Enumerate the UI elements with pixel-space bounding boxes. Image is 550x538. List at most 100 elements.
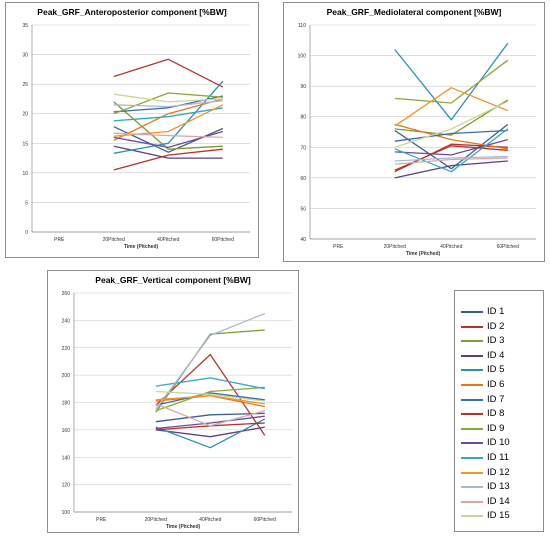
legend-item: ID 8 — [461, 407, 543, 421]
series-line-id-1 — [155, 412, 265, 423]
y-tick-label: 5 — [25, 200, 28, 206]
legend-swatch — [461, 354, 483, 357]
series-line-id-9 — [113, 92, 223, 115]
x-tick-label: 20Pitched — [103, 237, 125, 243]
series-line-id-15 — [155, 390, 265, 402]
x-tick-label: 60Pitched — [212, 237, 234, 243]
legend-swatch — [461, 369, 483, 372]
x-axis-title: Time (Pitched) — [166, 524, 201, 530]
y-tick-label: 0 — [25, 230, 28, 236]
series-line-id-14 — [155, 403, 265, 427]
legend-swatch — [461, 398, 483, 401]
legend-label: ID 5 — [487, 364, 505, 376]
series-line-id-5 — [113, 80, 224, 154]
y-tick-label: 180 — [62, 401, 71, 407]
series-line-id-9 — [394, 59, 509, 104]
legend-label: ID 10 — [487, 437, 510, 449]
y-tick-label: 140 — [62, 455, 71, 461]
chart-title: Peak_GRF_Anteroposterior component [%BW] — [37, 7, 227, 17]
x-tick-label: 20Pitched — [145, 517, 167, 523]
series-line-id-11 — [394, 128, 509, 173]
legend-swatch — [461, 442, 483, 445]
y-tick-label: 110 — [298, 23, 306, 29]
legend-swatch — [461, 427, 483, 430]
series-line-id-9 — [155, 386, 265, 412]
y-tick-label: 70 — [300, 145, 306, 151]
legend-swatch — [461, 457, 483, 459]
legend-item: ID 14 — [461, 495, 543, 509]
series-line-id-15 — [394, 100, 509, 148]
legend-label: ID 7 — [487, 393, 505, 405]
legend-label: ID 12 — [487, 466, 510, 478]
series-line-id-14 — [113, 132, 223, 139]
legend-swatch — [461, 500, 483, 503]
legend-item: ID 15 — [461, 509, 543, 523]
y-tick-label: 10 — [22, 171, 28, 177]
legend-item: ID 1 — [461, 305, 543, 319]
legend-label: ID 6 — [487, 379, 505, 390]
y-tick-label: 25 — [22, 82, 28, 88]
y-tick-label: 30 — [22, 53, 28, 59]
series-line-id-11 — [113, 107, 223, 122]
legend-label: ID 9 — [487, 422, 505, 434]
y-tick-label: 240 — [62, 318, 71, 324]
series-line-id-3 — [155, 329, 265, 413]
legend-item: ID 6 — [461, 378, 543, 392]
legend-label: ID 1 — [487, 306, 505, 317]
legend-swatch — [461, 325, 483, 328]
y-tick-label: 160 — [62, 428, 71, 434]
y-tick-label: 50 — [300, 206, 306, 212]
series-line-id-12 — [113, 104, 224, 137]
series-line-id-12 — [394, 87, 509, 127]
y-tick-label: 35 — [22, 23, 28, 29]
series-line-id-7 — [155, 392, 265, 406]
series-line-id-4 — [155, 426, 265, 438]
series-line-id-8 — [113, 148, 223, 171]
y-tick-label: 100 — [62, 510, 71, 516]
legend-item: ID 2 — [461, 320, 543, 334]
series-line-id-15 — [113, 93, 223, 103]
legend-item: ID 7 — [461, 393, 543, 407]
y-tick-label: 120 — [62, 483, 71, 489]
series-line-id-2 — [155, 353, 266, 436]
series-line-id-13 — [113, 100, 223, 108]
series-line-id-5 — [155, 418, 266, 449]
chart-vertical: Peak_GRF_Vertical component [%BW] 100 120… — [47, 270, 299, 533]
legend-label: ID 4 — [487, 349, 505, 361]
y-tick-label: 90 — [300, 84, 306, 90]
plot-area: 0 5 10 15 20 25 30 35 PRE 20Pitched 40Pitched 60Pit… — [22, 23, 250, 250]
series-line-id-6 — [394, 123, 508, 150]
x-tick-label: 40Pitched — [157, 237, 179, 243]
legend-item: ID 4 — [461, 349, 543, 363]
y-tick-label: 60 — [300, 176, 306, 182]
x-axis-title: Time (Pitched) — [124, 244, 159, 250]
y-tick-label: 20 — [22, 112, 28, 118]
legend-swatch — [461, 486, 483, 489]
series-line-id-13 — [155, 312, 266, 410]
y-tick-label: 260 — [62, 291, 71, 297]
x-tick-label: 60Pitched — [254, 517, 276, 523]
x-axis-title: Time (Pitched) — [406, 251, 441, 257]
series-line-id-1 — [394, 123, 509, 170]
plot-area: 40 50 60 70 80 90 100 110 PRE 20Pitched 40Pitched 6… — [298, 23, 536, 257]
y-tick-label: 200 — [62, 373, 71, 379]
series-line-id-12 — [155, 395, 265, 405]
series-line-id-2 — [113, 58, 224, 88]
legend-swatch — [461, 413, 483, 416]
series-line-id-5 — [394, 42, 509, 121]
legend-label: ID 14 — [487, 495, 510, 507]
legend-label: ID 8 — [487, 408, 505, 420]
legend-label: ID 13 — [487, 481, 510, 493]
series-line-id-3 — [113, 101, 223, 150]
y-tick-label: 15 — [22, 141, 28, 147]
y-tick-label: 220 — [62, 346, 71, 352]
legend-swatch — [461, 471, 483, 474]
legend-item: ID 9 — [461, 422, 543, 436]
legend-label: ID 2 — [487, 320, 505, 332]
legend-swatch — [461, 311, 483, 313]
x-tick-label: 40Pitched — [440, 244, 462, 250]
x-tick-label: PRE — [333, 244, 344, 250]
series-line-id-4 — [394, 160, 508, 179]
x-tick-label: PRE — [96, 517, 107, 523]
legend-label: ID 11 — [487, 452, 510, 463]
